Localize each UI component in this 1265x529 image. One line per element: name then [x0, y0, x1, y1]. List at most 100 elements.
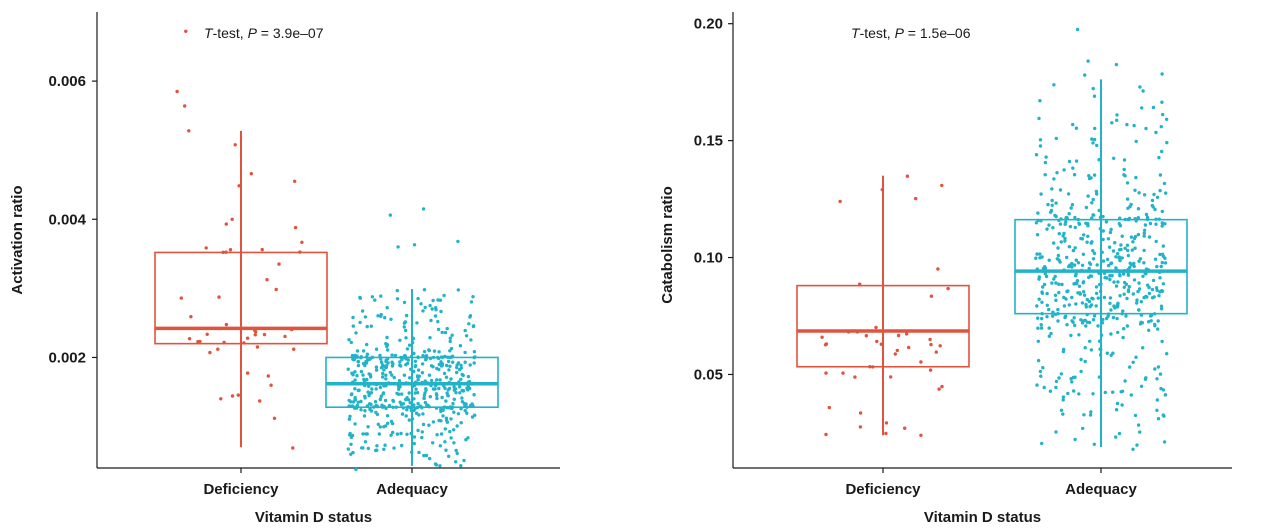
data-point	[1114, 408, 1119, 412]
data-point	[1126, 288, 1131, 292]
data-point	[353, 378, 357, 382]
data-point	[1080, 237, 1085, 241]
data-point	[349, 442, 353, 446]
data-point	[1163, 261, 1168, 265]
data-point	[1105, 276, 1109, 280]
data-point	[1126, 273, 1131, 277]
data-point	[1160, 149, 1164, 154]
data-point	[1115, 303, 1120, 308]
data-point	[946, 286, 950, 291]
data-point	[1089, 410, 1093, 414]
data-point	[1063, 315, 1067, 320]
data-point	[1087, 261, 1092, 265]
data-point	[895, 348, 899, 353]
data-point	[1075, 27, 1080, 32]
data-point	[459, 377, 463, 381]
data-point	[1044, 274, 1049, 279]
data-point	[893, 352, 897, 356]
data-point	[421, 422, 426, 427]
data-point	[1094, 285, 1099, 289]
data-point	[370, 295, 375, 299]
data-point	[1037, 297, 1041, 301]
data-point	[884, 421, 889, 425]
data-point	[236, 393, 240, 397]
data-point	[431, 420, 436, 424]
x-tick-label: Deficiency	[845, 481, 921, 498]
data-point	[380, 375, 385, 379]
data-point	[1075, 279, 1080, 283]
data-point	[382, 425, 386, 429]
data-point	[353, 353, 357, 358]
data-point	[1155, 264, 1159, 269]
data-point	[373, 400, 378, 404]
data-point	[379, 294, 383, 298]
data-point	[1135, 301, 1139, 305]
data-point	[1131, 292, 1136, 296]
data-point	[1092, 314, 1097, 318]
data-point	[1121, 335, 1125, 340]
data-point	[1159, 304, 1164, 308]
data-point	[417, 450, 421, 455]
data-point	[1125, 324, 1130, 328]
data-point	[1091, 197, 1095, 202]
data-point	[374, 387, 378, 391]
data-point	[1062, 168, 1066, 172]
data-point	[1111, 315, 1116, 320]
data-point	[397, 379, 402, 383]
data-point	[1134, 139, 1138, 144]
data-point	[407, 343, 412, 347]
data-point	[349, 340, 353, 345]
data-point	[392, 375, 396, 380]
data-point	[1052, 83, 1056, 87]
data-point	[1160, 72, 1164, 76]
data-point	[1035, 383, 1039, 387]
data-point	[1074, 159, 1079, 163]
data-point	[468, 363, 472, 367]
data-point	[1147, 320, 1151, 324]
data-point	[1073, 323, 1077, 328]
data-point	[346, 447, 350, 451]
data-point	[1153, 322, 1157, 327]
data-point	[416, 428, 420, 433]
data-point	[1065, 289, 1069, 294]
x-tick-label: Deficiency	[203, 481, 279, 498]
data-point	[1161, 282, 1166, 286]
data-point	[363, 396, 367, 400]
data-point	[429, 378, 434, 383]
data-point	[378, 385, 383, 390]
y-tick-label: 0.05	[694, 366, 723, 383]
data-point	[396, 384, 401, 389]
data-point	[1122, 292, 1126, 296]
data-point	[246, 371, 250, 375]
data-point	[434, 392, 439, 396]
data-point	[1038, 99, 1042, 103]
data-point	[1035, 304, 1039, 308]
data-point	[1117, 255, 1122, 259]
data-point	[409, 408, 414, 413]
data-point	[415, 391, 420, 395]
data-point	[440, 363, 444, 367]
data-point	[390, 353, 394, 357]
data-point	[1142, 193, 1147, 197]
data-point	[1092, 251, 1097, 256]
data-point	[879, 342, 883, 346]
data-point	[258, 399, 262, 403]
data-point	[383, 443, 387, 447]
data-point	[384, 373, 388, 377]
data-point	[293, 225, 298, 230]
data-point	[1084, 324, 1088, 328]
data-point	[378, 353, 382, 358]
data-point	[1092, 173, 1097, 177]
data-point	[1084, 221, 1088, 225]
data-point	[1136, 207, 1141, 211]
data-point	[412, 351, 416, 356]
data-point	[404, 313, 409, 318]
data-point	[1120, 256, 1124, 260]
data-point	[1111, 390, 1115, 394]
data-point	[1145, 215, 1150, 220]
data-point	[403, 320, 408, 324]
data-point	[1105, 316, 1109, 321]
data-point	[1115, 113, 1119, 117]
data-point	[1045, 315, 1049, 319]
data-point	[1164, 191, 1168, 195]
